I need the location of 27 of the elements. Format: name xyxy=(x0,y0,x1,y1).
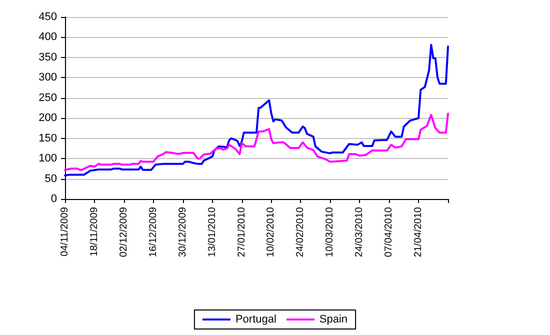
x-tick-label: 07/04/2010 xyxy=(384,206,395,258)
y-tick-label: 0 xyxy=(50,193,57,205)
y-tick-label: 450 xyxy=(38,11,57,23)
y-tick-label: 350 xyxy=(38,51,57,64)
line-series xyxy=(64,112,449,171)
y-tick-label: 50 xyxy=(44,172,57,185)
x-tick-label: 30/12/2009 xyxy=(177,206,188,258)
x-tick-label: 18/11/2009 xyxy=(88,206,100,256)
y-tick-label: 200 xyxy=(38,112,57,124)
y-tick-label: 150 xyxy=(38,132,57,144)
legend-label: Portugal xyxy=(235,314,276,326)
x-tick-label: 10/02/2010 xyxy=(266,206,277,258)
y-tick-label: 300 xyxy=(38,72,57,84)
x-tick-label: 21/04/2010 xyxy=(413,206,424,258)
y-tick-label: 250 xyxy=(38,92,57,104)
line-series xyxy=(64,44,449,177)
x-tick-label: 02/12/2009 xyxy=(118,206,130,258)
x-tick-label: 13/01/2010 xyxy=(206,206,218,258)
x-tick-label: 04/11/2009 xyxy=(60,206,70,256)
x-tick-label: 24/02/2010 xyxy=(295,206,306,258)
x-tick-label: 24/03/2010 xyxy=(354,206,366,258)
x-tick-label: 27/01/2010 xyxy=(236,206,248,258)
legend-label: Spain xyxy=(319,314,348,326)
x-tick-label: 16/12/2009 xyxy=(148,206,159,258)
y-tick-label: 100 xyxy=(38,152,57,165)
y-tick-label: 400 xyxy=(38,31,57,44)
x-tick-label: 10/03/2010 xyxy=(324,206,336,258)
